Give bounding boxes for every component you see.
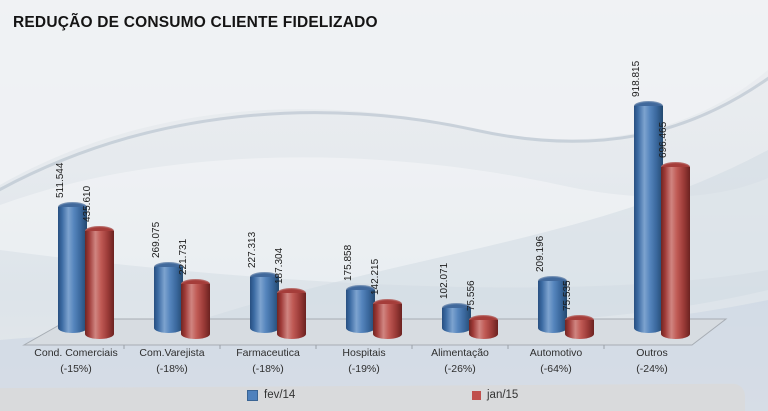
value-label: 227.313 xyxy=(246,231,258,268)
category-label: Hospitais (-19%) xyxy=(309,345,419,377)
bar-fev-14-6 xyxy=(634,101,663,333)
cylinder-body xyxy=(565,320,594,339)
value-label: 511.544 xyxy=(54,162,66,198)
bar-fev-14-4 xyxy=(442,303,471,333)
legend-label-jan15: jan/15 xyxy=(487,389,519,401)
cylinder-body xyxy=(154,267,183,333)
category-name: Outros xyxy=(636,347,668,359)
legend-item-fev14: fev/14 xyxy=(247,387,295,403)
value-label: 142.215 xyxy=(369,258,381,295)
bar-fev-14-0 xyxy=(58,202,87,333)
cylinder-body xyxy=(661,167,690,339)
cylinder-body xyxy=(538,281,567,333)
category-name: Cond. Comerciais xyxy=(34,347,118,359)
cylinder-body xyxy=(442,308,471,333)
value-label: 187.304 xyxy=(273,247,285,284)
category-percent: (-24%) xyxy=(636,363,668,375)
category-name: Alimentação xyxy=(431,347,489,359)
category-name: Farmaceutica xyxy=(236,347,300,359)
value-label: 102.071 xyxy=(438,262,450,299)
category-percent: (-18%) xyxy=(156,363,188,375)
category-label: Automotivo (-64%) xyxy=(501,345,611,377)
category-name: Automotivo xyxy=(529,347,583,359)
category-percent: (-18%) xyxy=(252,363,284,375)
bar-jan-15-5 xyxy=(565,315,594,339)
bar-fev-14-5 xyxy=(538,276,567,333)
bar-fev-14-2 xyxy=(250,272,279,333)
bar-jan-15-6 xyxy=(661,162,690,339)
page-title: REDUÇÃO DE CONSUMO CLIENTE FIDELIZADO xyxy=(13,14,378,31)
bar-jan-15-4 xyxy=(469,315,498,339)
legend-label-fev14: fev/14 xyxy=(264,389,296,401)
bar-fev-14-3 xyxy=(346,285,375,333)
value-label: 435.610 xyxy=(81,185,93,222)
cylinder-body xyxy=(85,231,114,339)
cylinder-body xyxy=(346,290,375,333)
value-label: 175.858 xyxy=(342,244,354,281)
category-label: Outros (-24%) xyxy=(597,345,707,377)
bar-jan-15-3 xyxy=(373,299,402,339)
value-label: 75.556 xyxy=(465,280,477,311)
value-label: 221.731 xyxy=(177,238,189,275)
category-percent: (-64%) xyxy=(540,363,572,375)
value-label: 75.535 xyxy=(561,280,573,311)
value-label: 269.075 xyxy=(150,221,162,258)
cylinder-body xyxy=(373,304,402,339)
cylinder-body xyxy=(277,293,306,339)
cylinder-body xyxy=(58,207,87,333)
bar-jan-15-1 xyxy=(181,279,210,339)
cylinder-body xyxy=(181,284,210,339)
category-label: Com.Varejista (-18%) xyxy=(117,345,227,377)
category-percent: (-19%) xyxy=(348,363,380,375)
bar-jan-15-2 xyxy=(277,288,306,339)
category-percent: (-26%) xyxy=(444,363,476,375)
category-label: Cond. Comerciais (-15%) xyxy=(21,345,131,377)
category-percent: (-15%) xyxy=(60,363,92,375)
legend-item-jan15: jan/15 xyxy=(472,387,518,403)
category-name: Com.Varejista xyxy=(139,347,205,359)
bar-fev-14-1 xyxy=(154,262,183,333)
cylinder-body xyxy=(469,320,498,339)
cylinder-body xyxy=(250,277,279,333)
legend-swatch-fev14-icon xyxy=(247,389,258,401)
value-label: 696.465 xyxy=(657,121,669,158)
bar-jan-15-0 xyxy=(85,226,114,339)
category-label: Farmaceutica (-18%) xyxy=(213,345,323,377)
category-name: Hospitais xyxy=(342,347,386,359)
value-label: 209.196 xyxy=(534,235,546,272)
cylinder-body xyxy=(634,106,663,333)
value-label: 918.815 xyxy=(630,60,642,97)
category-label: Alimentação (-26%) xyxy=(405,345,515,377)
legend-swatch-jan15-icon xyxy=(472,390,481,400)
